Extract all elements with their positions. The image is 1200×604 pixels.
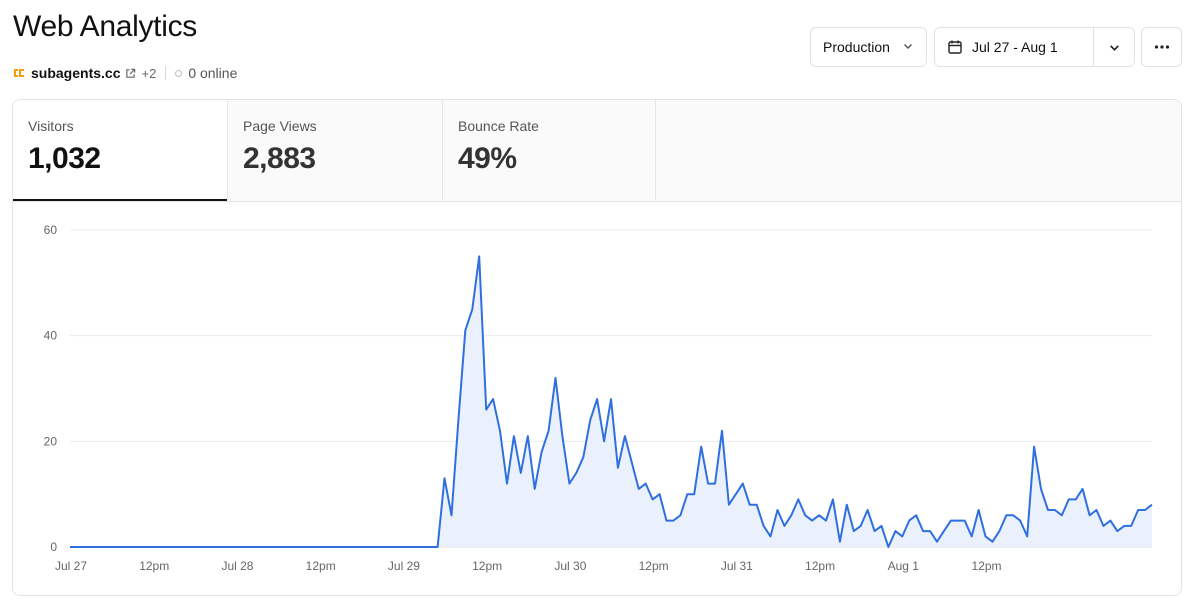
tab-visitors[interactable]: Visitors 1,032 — [13, 100, 228, 201]
x-tick-label: 12pm — [805, 559, 835, 573]
online-status-dot-icon — [175, 69, 183, 77]
x-tick-label: 12pm — [972, 559, 1002, 573]
more-options-button[interactable] — [1141, 27, 1182, 67]
x-tick-label: Jul 31 — [721, 559, 753, 573]
online-count: 0 online — [188, 65, 238, 81]
x-tick-label: 12pm — [639, 559, 669, 573]
y-tick-label: 40 — [44, 329, 58, 343]
tab-page-views[interactable]: Page Views 2,883 — [228, 100, 443, 200]
y-tick-label: 20 — [44, 434, 58, 448]
metric-value: 2,883 — [243, 142, 316, 175]
date-range-picker[interactable]: Jul 27 - Aug 1 — [934, 27, 1135, 67]
x-tick-label: Jul 27 — [55, 559, 87, 573]
metric-label: Bounce Rate — [458, 118, 539, 134]
more-domains-count[interactable]: +2 — [141, 65, 157, 81]
project-info-row: subagents.cc +2 0 online — [13, 63, 237, 83]
metric-value: 1,032 — [28, 142, 101, 175]
metric-value: 49% — [458, 142, 517, 175]
metric-label: Visitors — [28, 118, 74, 134]
y-tick-label: 0 — [50, 540, 57, 554]
x-tick-label: 12pm — [139, 559, 169, 573]
x-tick-label: 12pm — [306, 559, 336, 573]
y-tick-label: 60 — [44, 223, 58, 237]
x-tick-label: Jul 30 — [554, 559, 586, 573]
site-link[interactable]: subagents.cc — [31, 65, 121, 81]
metric-label: Page Views — [243, 118, 317, 134]
analytics-card: Visitors 1,032 Page Views 2,883 Bounce R… — [12, 99, 1182, 596]
chevron-down-icon — [902, 39, 914, 55]
more-horizontal-icon — [1154, 45, 1169, 49]
divider — [165, 66, 167, 80]
metric-tabs: Visitors 1,032 Page Views 2,883 Bounce R… — [13, 100, 1181, 202]
date-range-dropdown-button[interactable] — [1093, 28, 1134, 66]
chevron-down-icon — [1109, 44, 1119, 51]
x-tick-label: Jul 29 — [388, 559, 420, 573]
tab-bounce-rate[interactable]: Bounce Rate 49% — [443, 100, 656, 200]
x-tick-label: Jul 28 — [221, 559, 253, 573]
environment-select[interactable]: Production — [810, 27, 927, 67]
date-range-button[interactable]: Jul 27 - Aug 1 — [935, 28, 1093, 66]
x-tick-label: 12pm — [472, 559, 502, 573]
site-logo-icon — [13, 67, 25, 79]
x-tick-label: Aug 1 — [888, 559, 920, 573]
calendar-icon — [948, 40, 962, 54]
visitors-line — [70, 255, 1153, 548]
date-range-label: Jul 27 - Aug 1 — [972, 39, 1058, 55]
page-title: Web Analytics — [13, 10, 197, 43]
environment-select-label: Production — [823, 39, 890, 55]
external-link-icon[interactable] — [125, 68, 136, 79]
